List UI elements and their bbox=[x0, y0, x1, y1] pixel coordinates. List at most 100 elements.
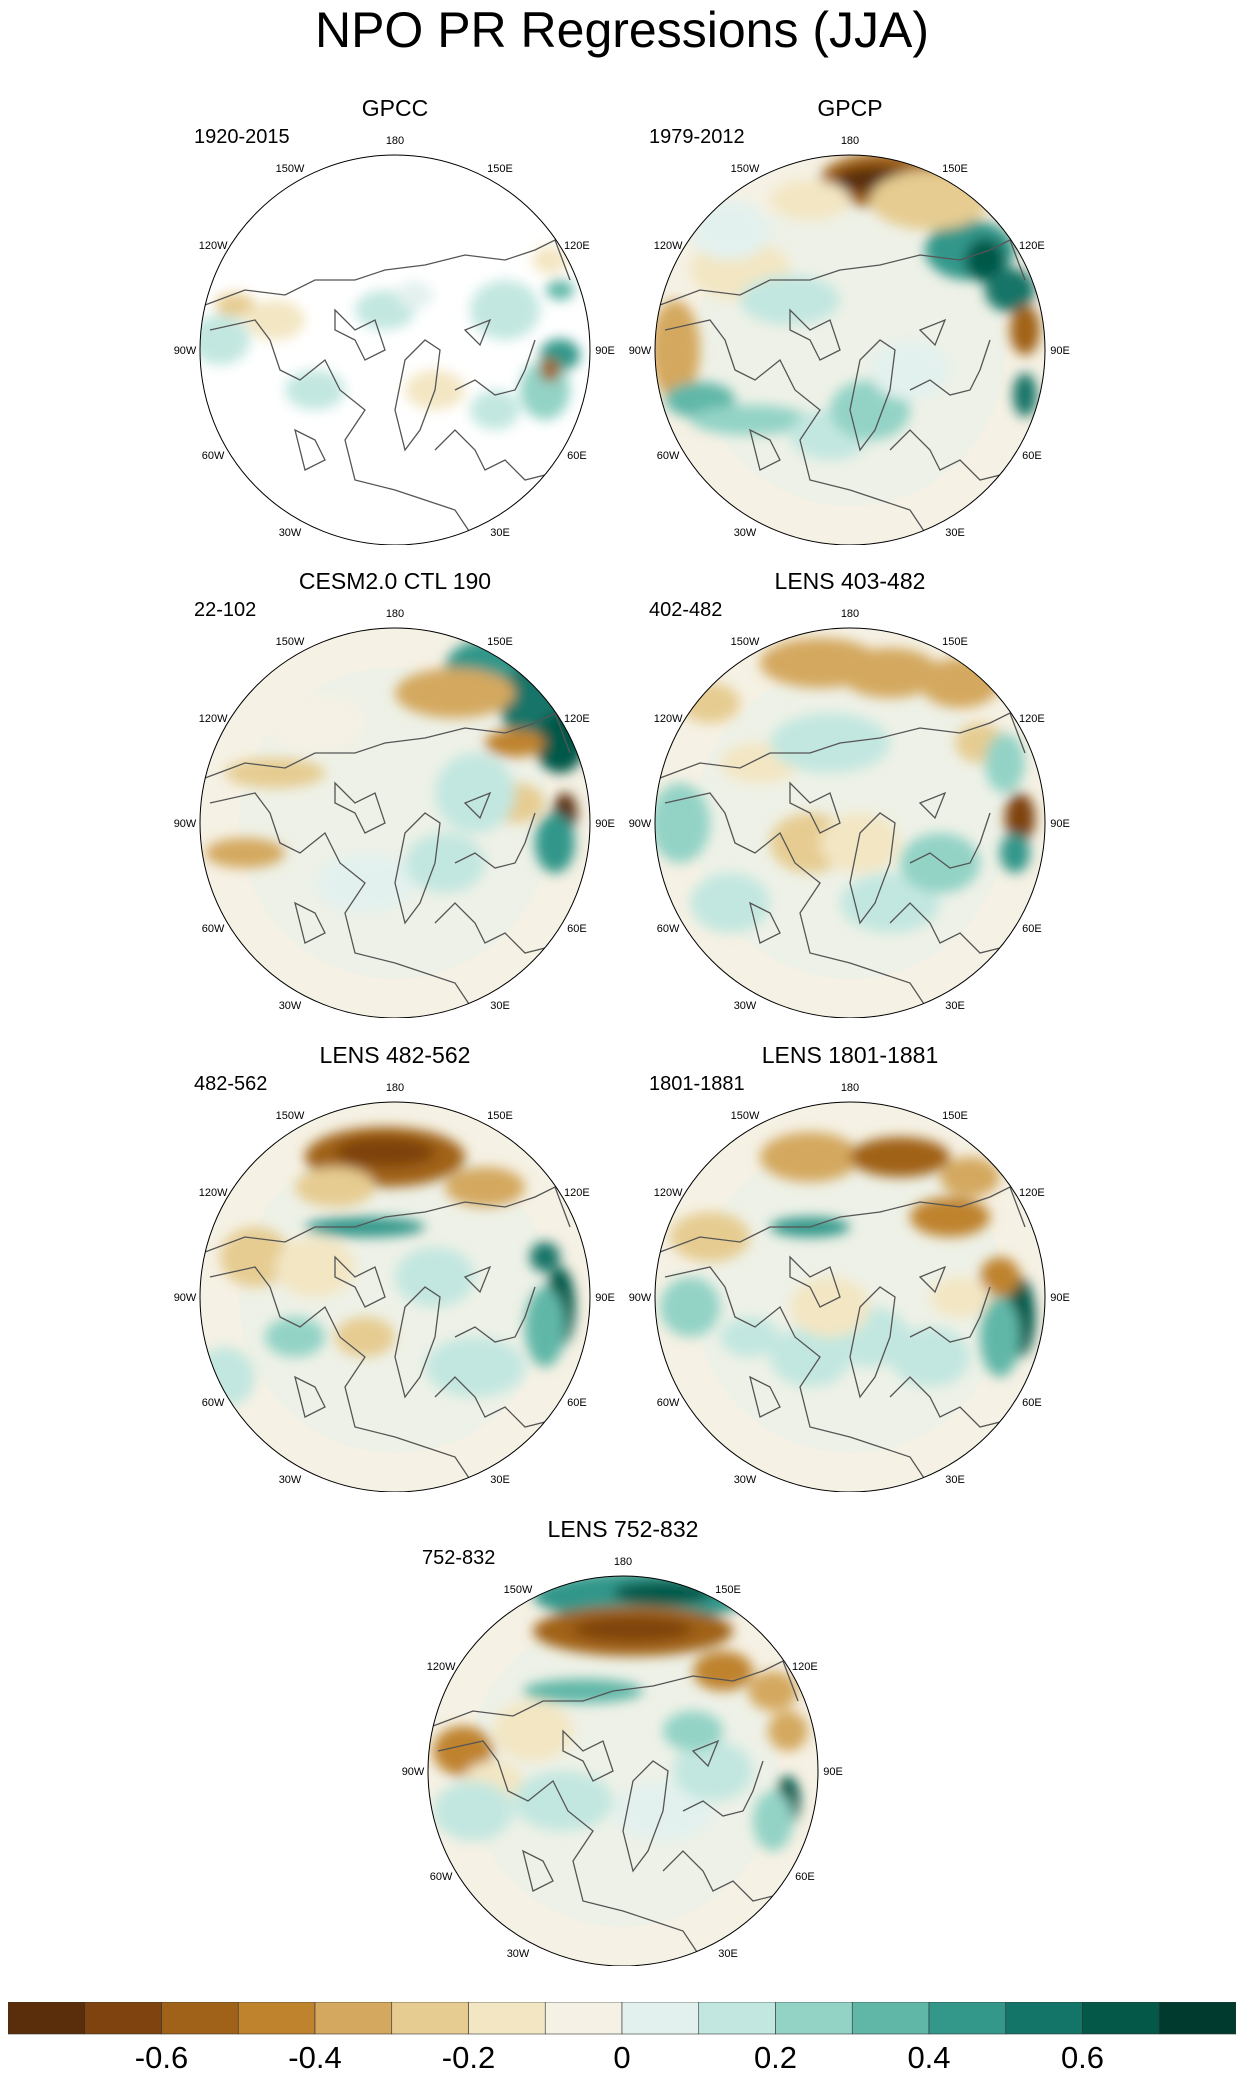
map-fill bbox=[655, 628, 1045, 1018]
anomaly-blob bbox=[790, 1277, 870, 1337]
anomaly-blob bbox=[1000, 833, 1030, 873]
anomaly-blob bbox=[690, 405, 810, 435]
anomaly-blob bbox=[770, 1327, 850, 1387]
colorbar-swatch bbox=[237, 2002, 316, 2035]
panel-title: GPCC bbox=[361, 95, 429, 121]
longitude-label: 60E bbox=[567, 923, 587, 935]
anomaly-blob bbox=[265, 693, 365, 753]
anomaly-blob bbox=[573, 1617, 693, 1641]
coastline bbox=[394, 812, 441, 925]
coastline bbox=[918, 318, 947, 347]
coastline bbox=[659, 1186, 1026, 1253]
longitude-label: 60W bbox=[202, 1397, 225, 1409]
panel-title: CESM2.0 CTL 190 bbox=[298, 568, 492, 594]
anomaly-blob bbox=[470, 390, 520, 430]
longitude-label: 150E bbox=[487, 1110, 513, 1122]
longitude-label: 90W bbox=[629, 345, 652, 357]
coastline bbox=[454, 339, 536, 396]
longitude-label: 120W bbox=[654, 713, 683, 725]
longitude-label: 120W bbox=[654, 1187, 683, 1199]
coastline bbox=[209, 792, 476, 1014]
anomaly-blob bbox=[335, 1137, 435, 1167]
longitude-label: 150E bbox=[942, 636, 968, 648]
coastline bbox=[659, 239, 1026, 306]
coastline bbox=[463, 1265, 492, 1294]
panel-title: LENS 1801-1881 bbox=[761, 1042, 939, 1068]
coastline bbox=[749, 901, 781, 944]
colorbar-swatch bbox=[314, 2002, 393, 2035]
anomaly-blob bbox=[753, 1791, 793, 1851]
coastline bbox=[909, 1286, 991, 1343]
longitude-label: 180 bbox=[614, 1556, 632, 1568]
longitude-label: 60E bbox=[1022, 450, 1042, 462]
polar-map: 180150E120E90E60E30E030W60W90W120W150W bbox=[629, 135, 1070, 545]
longitude-label: 30E bbox=[490, 527, 510, 539]
longitude-label: 120W bbox=[199, 1187, 228, 1199]
anomaly-blob bbox=[720, 1317, 780, 1357]
coastline bbox=[664, 319, 931, 541]
map-panel-gpcp: GPCP 1979-2012 180150E120E90E60E30E030W6… bbox=[620, 95, 1080, 545]
panel-title: LENS 482-562 bbox=[319, 1042, 471, 1068]
longitude-label: 60E bbox=[795, 1871, 815, 1883]
longitude-label: 30W bbox=[279, 1474, 302, 1486]
panel-title: GPCP bbox=[817, 95, 883, 121]
coastline bbox=[522, 1849, 554, 1892]
longitude-label: 150W bbox=[276, 163, 305, 175]
longitude-label: 150W bbox=[731, 636, 760, 648]
longitude-label: 60E bbox=[567, 1397, 587, 1409]
polar-map: 180150E120E90E60E30E030W60W90W120W150W bbox=[629, 1082, 1070, 1492]
coastline bbox=[209, 319, 476, 541]
anomaly-blob bbox=[820, 813, 900, 873]
longitude-label: 150W bbox=[276, 1110, 305, 1122]
longitude-label: 30E bbox=[718, 1948, 738, 1960]
map-fill bbox=[200, 628, 590, 1018]
colorbar-swatch bbox=[161, 2002, 239, 2035]
longitude-label: 90E bbox=[595, 818, 615, 830]
polar-map: 180150E120E90E60E30E030W60W90W120W150W bbox=[174, 608, 615, 1018]
longitude-label: 90W bbox=[629, 1292, 652, 1304]
anomaly-blob bbox=[305, 1217, 425, 1237]
longitude-label: 150E bbox=[487, 163, 513, 175]
colorbar-tick-label: 0.4 bbox=[907, 2040, 950, 2072]
longitude-label: 120E bbox=[564, 1187, 590, 1199]
anomaly-blob bbox=[985, 268, 1035, 312]
coastlines bbox=[204, 1186, 571, 1488]
longitude-label: 60W bbox=[657, 1397, 680, 1409]
map-fill bbox=[655, 155, 1045, 545]
longitude-label: 150E bbox=[942, 1110, 968, 1122]
longitude-label: 90E bbox=[823, 1766, 843, 1778]
coastline bbox=[749, 1375, 781, 1418]
anomaly-blob bbox=[768, 1711, 808, 1751]
longitude-label: 30W bbox=[734, 527, 757, 539]
anomaly-blob bbox=[840, 648, 940, 698]
anomaly-blob bbox=[435, 753, 515, 833]
coastline bbox=[918, 1265, 947, 1294]
map-border bbox=[427, 1575, 819, 1966]
longitude-label: 120W bbox=[654, 240, 683, 252]
coastline bbox=[889, 1376, 1021, 1428]
colorbar-tick-label: 0 bbox=[613, 2040, 630, 2072]
longitude-label: 180 bbox=[841, 1082, 859, 1094]
anomaly-blob bbox=[748, 1671, 798, 1711]
map-fill bbox=[428, 1576, 818, 1966]
coastline bbox=[334, 1255, 386, 1308]
coastline bbox=[918, 791, 947, 820]
longitude-label: 30E bbox=[490, 1000, 510, 1012]
anomaly-blob bbox=[215, 293, 255, 317]
longitude-label: 60E bbox=[1022, 923, 1042, 935]
map-panel-lens-752: LENS 752-832 752-832 180 150E 120E 90E 60E 30… bbox=[393, 1516, 853, 1966]
polar-map: 180150E120E90E60E30E030W60W90W120W150W bbox=[629, 608, 1070, 1018]
coastline bbox=[463, 791, 492, 820]
longitude-label: 120E bbox=[1019, 1187, 1045, 1199]
anomaly-blob bbox=[485, 729, 545, 757]
map-border bbox=[654, 1101, 1046, 1492]
coastlines bbox=[204, 239, 571, 541]
longitude-label: 120E bbox=[1019, 240, 1045, 252]
anomaly-blob bbox=[850, 1137, 950, 1177]
coastline bbox=[789, 308, 841, 361]
anomaly-blob bbox=[493, 1701, 573, 1761]
longitude-label: 30E bbox=[945, 1474, 965, 1486]
coastline bbox=[909, 339, 991, 396]
panel-period: 402-482 bbox=[649, 599, 723, 621]
longitude-label: 60E bbox=[567, 450, 587, 462]
